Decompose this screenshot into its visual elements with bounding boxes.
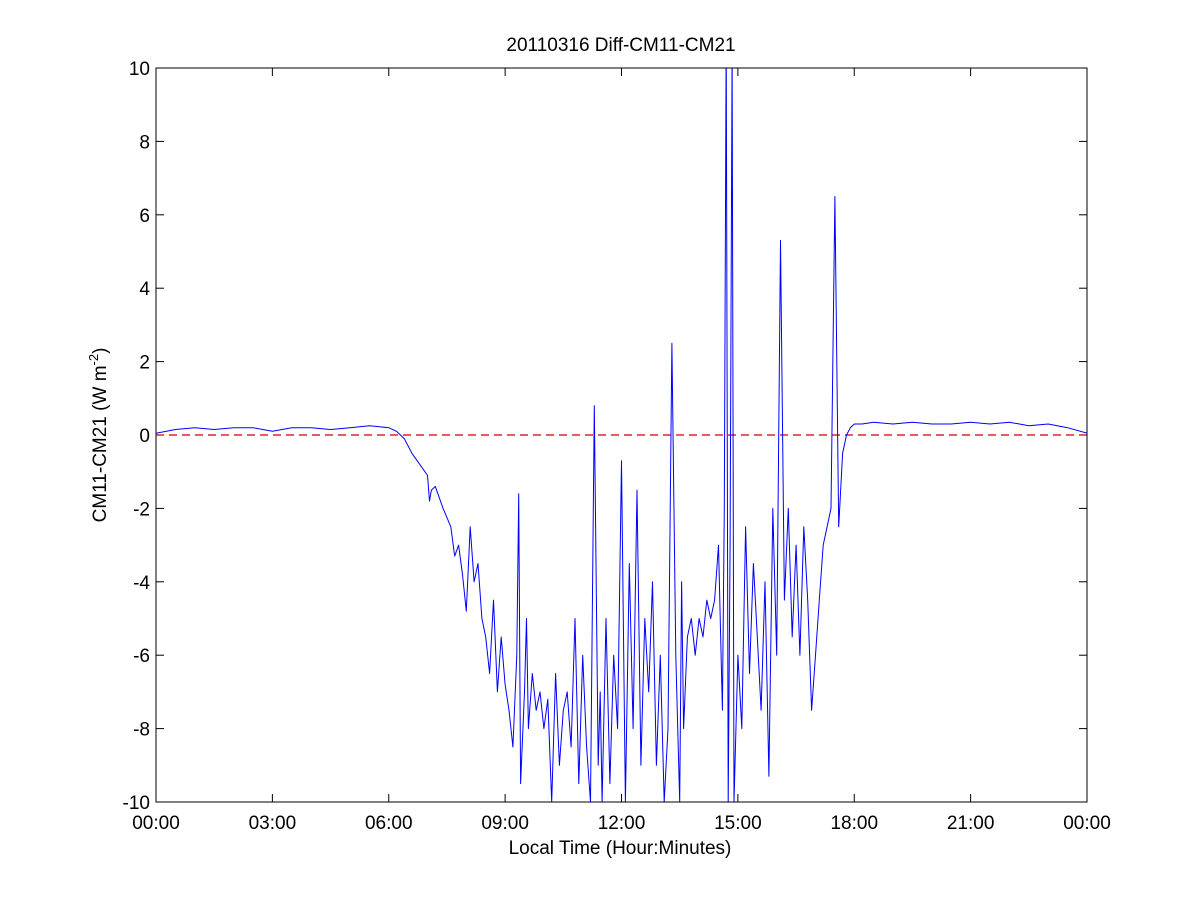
x-tick-label: 06:00 xyxy=(365,813,413,834)
y-tick-label: -8 xyxy=(133,720,150,741)
y-tick-label: 0 xyxy=(139,426,150,447)
x-tick-label: 21:00 xyxy=(947,813,995,834)
y-tick-label: 2 xyxy=(139,353,150,374)
y-tick-label: -2 xyxy=(133,499,150,520)
x-tick-label: 03:00 xyxy=(249,813,297,834)
x-tick-label: 09:00 xyxy=(481,813,529,834)
plot-area xyxy=(156,68,1087,802)
x-tick-label: 15:00 xyxy=(714,813,762,834)
y-tick-label: 10 xyxy=(129,59,150,80)
y-tick-label: 6 xyxy=(139,206,150,227)
y-tick-label: 8 xyxy=(139,132,150,153)
y-tick-label: -6 xyxy=(133,646,150,667)
x-tick-label: 00:00 xyxy=(132,813,180,834)
x-axis-label: Local Time (Hour:Minutes) xyxy=(509,838,732,859)
series-line xyxy=(156,68,1087,802)
x-tick-label: 00:00 xyxy=(1063,813,1111,834)
x-axis-ticks: 00:00 03:00 06:00 09:00 12:00 15:00 18:00 21:00… xyxy=(132,68,1111,834)
y-axis-ticks: 10 8 6 4 2 0 -2 -4 -6 -8 -10 xyxy=(123,59,1087,814)
x-tick-label: 18:00 xyxy=(830,813,878,834)
plot-frame xyxy=(155,67,1088,803)
chart-title: 20110316 Diff-CM11-CM21 xyxy=(506,35,735,56)
y-axis-label: CM11-CM21 (W m-2) xyxy=(86,348,111,523)
y-axis-label-exponent: -2 xyxy=(86,354,101,366)
y-tick-label: -10 xyxy=(123,793,150,814)
x-tick-label: 12:00 xyxy=(598,813,646,834)
y-tick-label: 4 xyxy=(139,279,150,300)
y-axis-label-main: CM11-CM21 (W m xyxy=(90,365,111,522)
y-tick-label: -4 xyxy=(133,573,150,594)
y-axis-label-end: ) xyxy=(90,348,111,354)
